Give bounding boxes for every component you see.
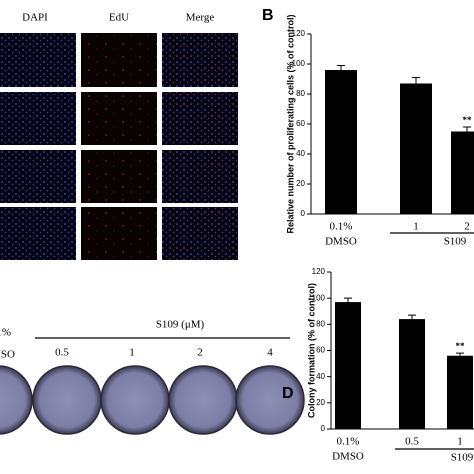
y-tick-label: 120 (312, 267, 326, 276)
y-tick-label: 40 (316, 372, 325, 381)
bar (325, 70, 357, 214)
control-label: DMSO (332, 451, 364, 463)
error-bar (337, 65, 345, 70)
dose-label: 4 (267, 347, 273, 359)
bar (335, 302, 361, 429)
column-header: DAPI (22, 12, 48, 24)
y-tick-label: 120 (292, 29, 306, 38)
x-tick-label: 0.1% (337, 436, 360, 448)
group-label: S109 (451, 452, 474, 464)
group-label: S109 (444, 236, 467, 248)
y-tick-label: 100 (312, 293, 326, 302)
error-bar (344, 297, 352, 303)
column-header: EdU (109, 12, 129, 24)
y-tick-label: 60 (296, 119, 305, 128)
x-tick-label: 0.5 (405, 436, 419, 448)
x-tick-label: 1 (413, 221, 419, 233)
y-tick-label: 100 (292, 59, 306, 68)
dose-label: 0.5 (55, 347, 69, 359)
control-label: 0.1% (0, 327, 11, 339)
colony-dishes (0, 365, 305, 435)
dose-label: 2 (197, 347, 203, 359)
y-axis-label: Colony formation (% of control) (306, 283, 316, 418)
bar (400, 83, 432, 214)
error-bar (456, 352, 464, 356)
significance: ** (463, 115, 473, 125)
y-tick-label: 0 (301, 209, 306, 218)
error-bar (412, 77, 420, 84)
y-tick-label: 0 (321, 424, 326, 433)
y-tick-label: 40 (296, 149, 305, 158)
control-label: DMSO (0, 349, 15, 361)
error-bar (463, 126, 471, 132)
bar (447, 355, 473, 429)
bar (451, 131, 474, 214)
y-tick-label: 80 (316, 319, 325, 328)
panel-letter: D (282, 385, 294, 402)
x-tick-label: 2 (464, 221, 470, 233)
y-tick-label: 60 (316, 346, 325, 355)
bar (399, 319, 425, 429)
panel-a-images (0, 33, 238, 260)
control-label: DMSO (325, 236, 357, 248)
y-tick-label: 20 (316, 398, 325, 407)
x-tick-label: 1 (457, 436, 463, 448)
y-tick-label: 20 (296, 179, 305, 188)
significance: ** (456, 341, 466, 351)
y-axis-label: Relative number of proliferating cells (… (285, 14, 295, 233)
dose-label: 1 (129, 347, 135, 359)
group-label: S109 (μM) (156, 319, 205, 331)
x-tick-label: 0.1% (330, 221, 353, 233)
column-header: Merge (186, 12, 215, 24)
panel-letter: B (262, 7, 274, 24)
error-bar (408, 314, 416, 320)
y-tick-label: 80 (296, 89, 305, 98)
